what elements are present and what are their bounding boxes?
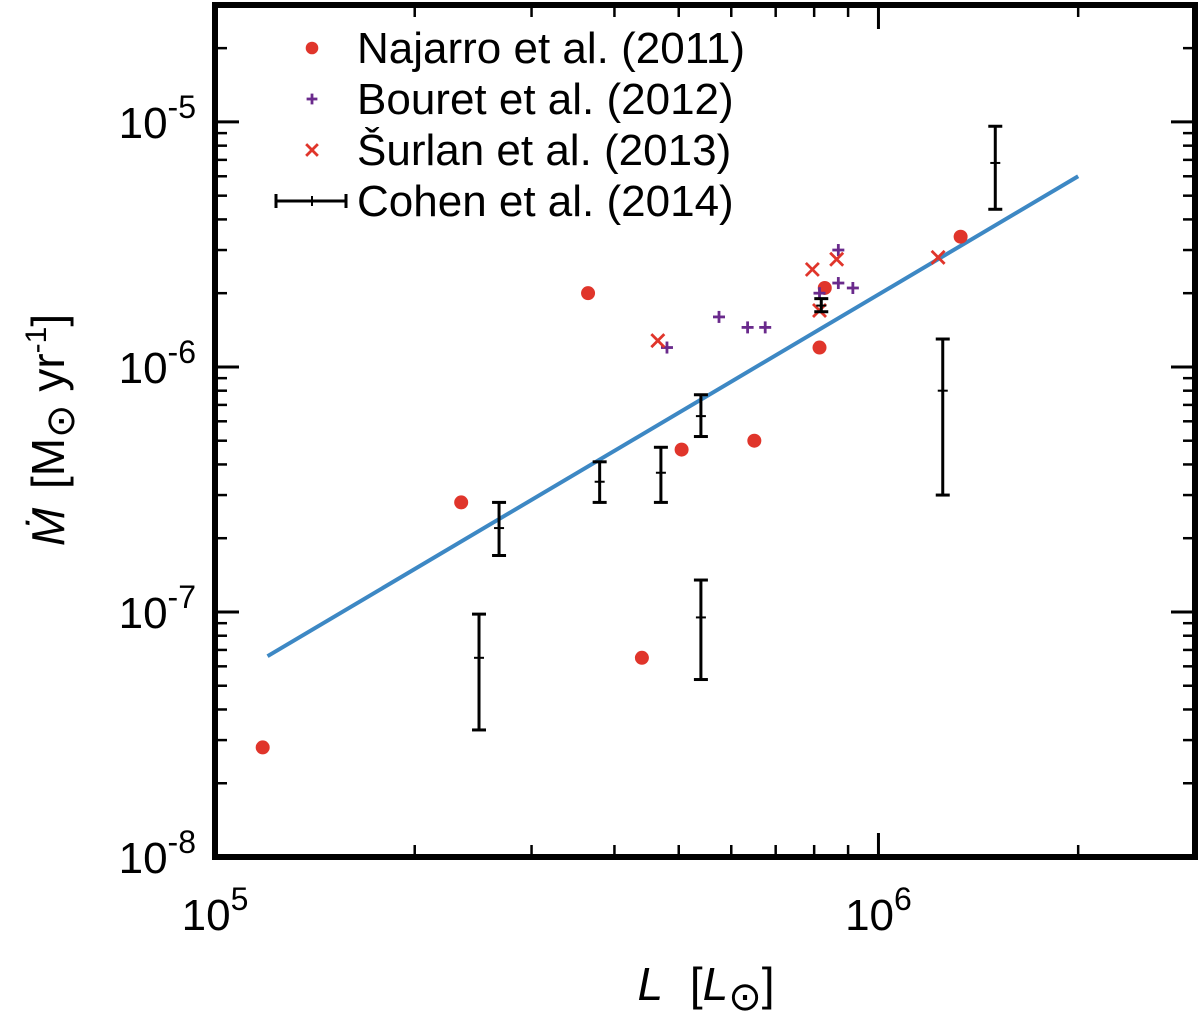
legend-label: Bouret et al. (2012) [357, 75, 734, 124]
x-axis-label: L [L⊙] [637, 958, 774, 1019]
plot-frame [212, 2, 1198, 860]
data-point [454, 495, 469, 510]
data-point [812, 340, 827, 355]
data-point [713, 310, 726, 323]
data-point [817, 280, 832, 295]
legend-marker [306, 93, 318, 105]
errorbar-point [693, 393, 708, 439]
data-point [832, 277, 845, 290]
data-point [741, 321, 754, 334]
errorbar-point [935, 337, 950, 497]
errorbar-point [472, 612, 487, 732]
data-point [829, 251, 845, 267]
fit-line [266, 174, 1080, 658]
legend-item: Cohen et al. (2014) [274, 177, 734, 226]
data-point [759, 321, 772, 334]
y-tick-label: 10-5 [119, 89, 196, 148]
data-point [650, 333, 666, 349]
data-point [674, 442, 689, 457]
series-plus [660, 244, 859, 354]
errorbar-point [814, 297, 829, 314]
data-point [581, 286, 596, 301]
data-point [846, 281, 859, 294]
y-tick-label: 10-6 [119, 334, 196, 393]
fit-line-layer [266, 174, 1080, 658]
data-point [804, 261, 820, 277]
errorbar-point [693, 578, 708, 682]
tick-labels: 105 106 10-8 10-7 10-6 10-5 [119, 89, 912, 940]
legend-item: Šurlan et al. (2013) [305, 125, 731, 175]
data-point [255, 740, 270, 755]
data-point [634, 650, 649, 665]
y-tick-label: 10-8 [119, 824, 196, 883]
x-tick-label: 106 [845, 881, 912, 940]
x-tick-label: 105 [182, 881, 249, 940]
data-point [832, 244, 845, 257]
legend-item: Najarro et al. (2011) [305, 24, 745, 73]
data-layer [255, 124, 1003, 755]
y-axis-label: Ṁ [M⊙ yr-1] [20, 314, 83, 546]
legend-label: Šurlan et al. (2013) [357, 125, 731, 175]
errorbar-point [592, 460, 607, 504]
legend-item: Bouret et al. (2012) [306, 75, 734, 124]
y-tick-label: 10-7 [119, 579, 196, 638]
legend-marker [305, 143, 319, 157]
series-errorbar [472, 124, 1003, 732]
legend-label: Cohen et al. (2014) [357, 177, 734, 226]
series-circle [255, 229, 968, 755]
data-point [930, 249, 946, 265]
series-cross [650, 249, 946, 349]
data-point [953, 229, 968, 244]
errorbar-point [492, 500, 507, 558]
legend-marker [305, 41, 319, 55]
legend-label: Najarro et al. (2011) [357, 24, 745, 73]
errorbar-point [653, 445, 668, 504]
data-point [747, 433, 762, 448]
errorbar-point [988, 124, 1003, 211]
legend: Najarro et al. (2011)Bouret et al. (2012… [274, 24, 745, 226]
